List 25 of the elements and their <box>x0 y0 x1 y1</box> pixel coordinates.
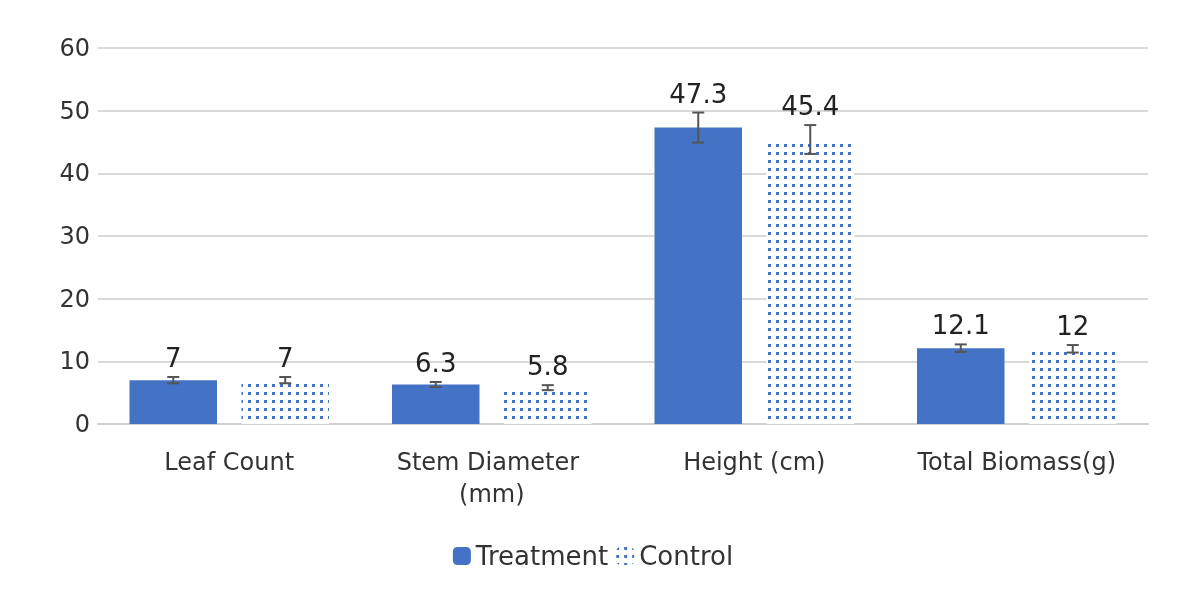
bar <box>392 384 480 424</box>
y-tick-label: 50 <box>59 96 90 125</box>
data-label: 6.3 <box>415 348 457 379</box>
data-label: 7 <box>164 343 182 373</box>
bar <box>129 380 217 424</box>
x-tick-label: Height (cm) <box>683 448 826 476</box>
y-tick-label: 20 <box>59 284 90 313</box>
x-tick-label: Total Biomass(g) <box>916 448 1117 476</box>
legend-label: Control <box>639 541 734 571</box>
legend-label: Treatment <box>474 541 609 571</box>
x-tick-label: Stem Diameter (mm) <box>396 448 587 508</box>
data-label: 7 <box>276 343 294 373</box>
data-label: 12.1 <box>931 310 990 341</box>
y-tick-label: 0 <box>74 410 90 438</box>
data-label: 5.8 <box>527 351 569 382</box>
x-tick-label: Leaf Count <box>164 448 295 476</box>
y-tick-label: 60 <box>59 34 90 62</box>
y-tick-label: 40 <box>59 159 90 188</box>
y-tick-label: 10 <box>59 347 90 376</box>
data-label: 45.4 <box>781 91 840 122</box>
bar <box>917 348 1005 424</box>
bar <box>654 127 742 424</box>
data-label: 12 <box>1056 311 1090 342</box>
y-tick-label: 30 <box>59 222 90 250</box>
data-label: 47.3 <box>669 78 728 109</box>
